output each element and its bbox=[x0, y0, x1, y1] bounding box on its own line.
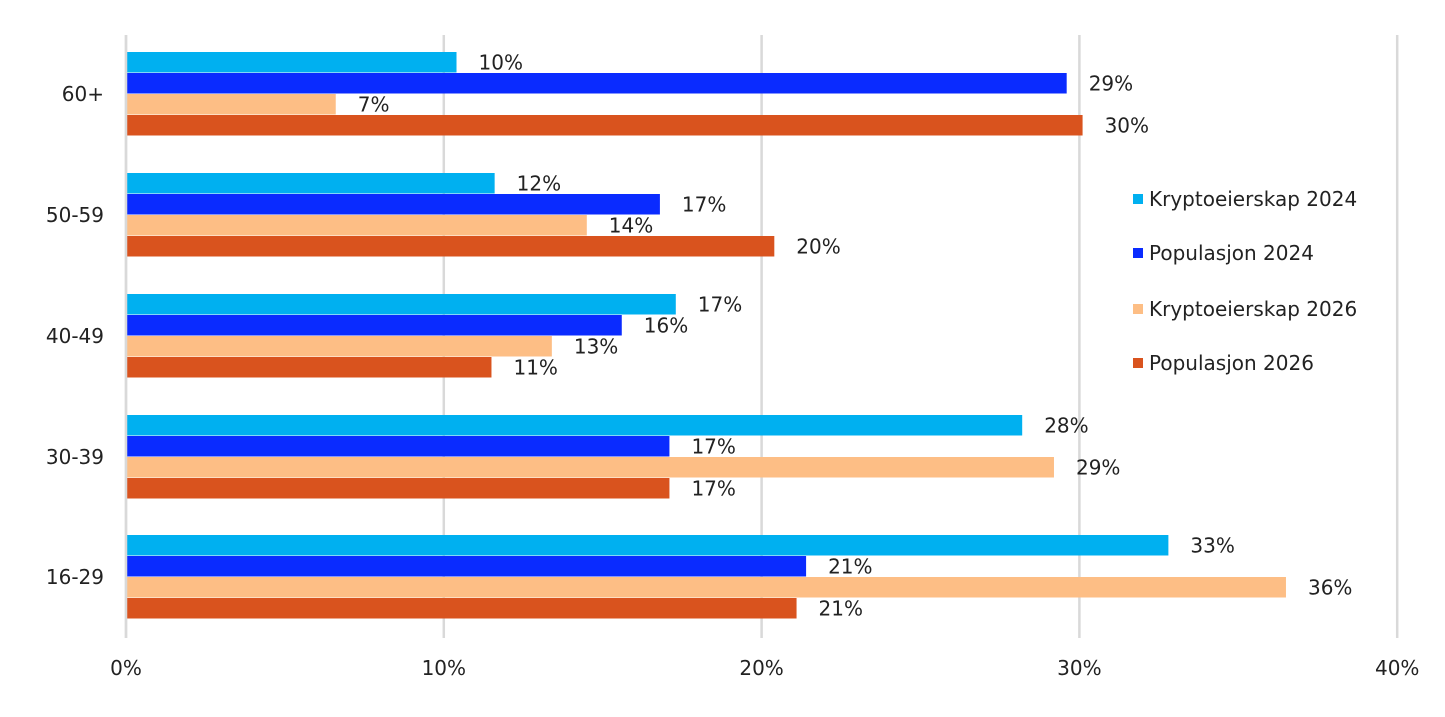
bar bbox=[126, 294, 676, 315]
bar bbox=[126, 535, 1169, 556]
data-label: 14% bbox=[609, 213, 653, 237]
bar bbox=[126, 598, 797, 619]
x-tick-label: 20% bbox=[739, 656, 783, 680]
bar bbox=[126, 577, 1286, 598]
x-tick-label: 0% bbox=[110, 656, 142, 680]
legend-swatch bbox=[1133, 358, 1143, 368]
bar bbox=[126, 194, 660, 215]
data-label: 12% bbox=[517, 171, 561, 195]
legend-label: Kryptoeierskap 2026 bbox=[1149, 297, 1357, 321]
data-labels: 10% 29% 7% 30% 12% 17% 14% 20% 17% 16% 13% 11% 28% 17… bbox=[358, 50, 1353, 620]
data-label: 10% bbox=[479, 50, 523, 74]
x-tick-label: 10% bbox=[422, 656, 466, 680]
legend-swatch bbox=[1133, 304, 1143, 314]
data-label: 20% bbox=[796, 234, 840, 258]
data-label: 21% bbox=[819, 596, 863, 620]
data-label: 17% bbox=[691, 476, 735, 500]
bar bbox=[126, 173, 495, 194]
axes: 0% 10% 20% 30% 40% 60+ 50-59 40-49 30-39 16-29 bbox=[46, 35, 1419, 680]
y-tick-label: 40-49 bbox=[46, 324, 104, 348]
data-label: 30% bbox=[1105, 113, 1149, 137]
legend-label: Populasjon 2026 bbox=[1149, 351, 1314, 375]
x-tick-label: 40% bbox=[1375, 656, 1419, 680]
bar bbox=[126, 52, 457, 73]
bar bbox=[126, 215, 587, 236]
y-tick-label: 60+ bbox=[62, 82, 104, 106]
x-tick-label: 30% bbox=[1057, 656, 1101, 680]
bar bbox=[126, 236, 775, 257]
data-label: 7% bbox=[358, 92, 390, 116]
data-label: 36% bbox=[1308, 575, 1352, 599]
bar bbox=[126, 73, 1067, 94]
data-label: 29% bbox=[1076, 455, 1120, 479]
bar bbox=[126, 115, 1083, 136]
y-tick-label: 50-59 bbox=[46, 203, 104, 227]
data-label: 29% bbox=[1089, 71, 1133, 95]
y-tick-label: 30-39 bbox=[46, 445, 104, 469]
data-label: 21% bbox=[828, 554, 872, 578]
bar bbox=[126, 357, 492, 378]
data-label: 16% bbox=[644, 313, 688, 337]
bar bbox=[126, 315, 622, 336]
legend-swatch bbox=[1133, 194, 1143, 204]
legend: Kryptoeierskap 2024 Populasjon 2024 Krypto… bbox=[1133, 187, 1357, 375]
data-label: 33% bbox=[1190, 533, 1234, 557]
bar bbox=[126, 556, 807, 577]
legend-label: Kryptoeierskap 2024 bbox=[1149, 187, 1357, 211]
bar bbox=[126, 336, 552, 357]
bars bbox=[126, 52, 1286, 619]
legend-label: Populasjon 2024 bbox=[1149, 241, 1314, 265]
bar bbox=[126, 415, 1023, 436]
bar bbox=[126, 94, 336, 115]
data-label: 28% bbox=[1044, 413, 1088, 437]
y-tick-label: 16-29 bbox=[46, 565, 104, 589]
bar bbox=[126, 457, 1054, 478]
data-label: 17% bbox=[682, 192, 726, 216]
data-label: 17% bbox=[698, 292, 742, 316]
legend-swatch bbox=[1133, 248, 1143, 258]
data-label: 17% bbox=[691, 434, 735, 458]
data-label: 11% bbox=[513, 355, 557, 379]
bar bbox=[126, 436, 670, 457]
bar bbox=[126, 478, 670, 499]
data-label: 13% bbox=[574, 334, 618, 358]
